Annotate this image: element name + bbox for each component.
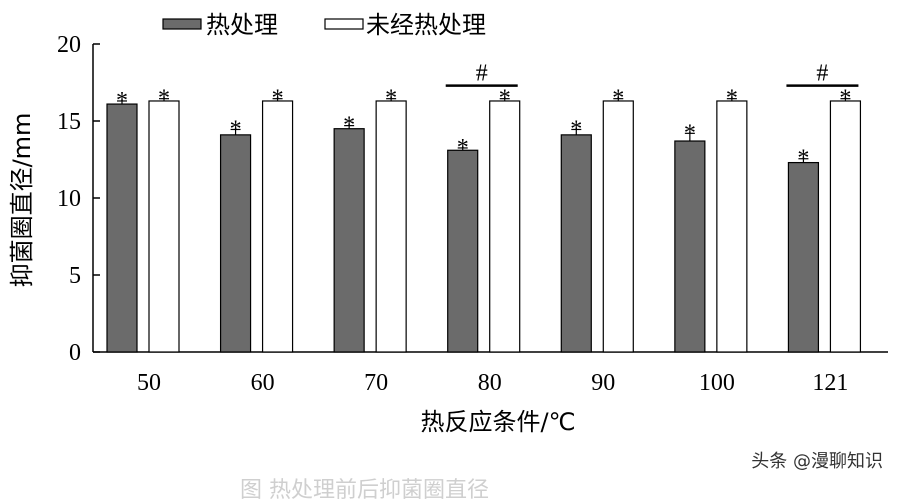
significance-star: * bbox=[499, 86, 511, 112]
y-tick-label: 10 bbox=[57, 186, 81, 212]
legend-swatch bbox=[162, 18, 202, 30]
bar bbox=[106, 103, 138, 353]
x-tick-label: 121 bbox=[812, 370, 848, 396]
significance-star: * bbox=[272, 86, 284, 112]
significance-star: * bbox=[797, 146, 809, 172]
x-tick-label: 90 bbox=[591, 370, 615, 396]
x-axis-title: 热反应条件/℃ bbox=[420, 408, 575, 436]
bar bbox=[560, 134, 592, 353]
bar bbox=[219, 134, 252, 353]
significance-star: * bbox=[343, 113, 355, 139]
bar bbox=[447, 149, 479, 353]
significance-star: * bbox=[385, 86, 397, 112]
bar bbox=[787, 161, 820, 353]
legend: 热处理 未经热处理 bbox=[162, 11, 486, 39]
significance-star: * bbox=[612, 86, 624, 112]
significance-star: * bbox=[158, 86, 170, 112]
significance-star: * bbox=[726, 86, 738, 112]
x-tick-label: 50 bbox=[137, 370, 161, 396]
significance-star: * bbox=[839, 86, 851, 112]
x-tick-label: 70 bbox=[364, 370, 388, 396]
significance-hash: # bbox=[816, 61, 828, 87]
bar bbox=[375, 100, 407, 353]
significance-marks: * * * * * * * * # * * * * * * # bbox=[116, 61, 859, 172]
bar bbox=[261, 100, 294, 353]
watermark: 头条 @漫聊知识 bbox=[751, 451, 883, 472]
significance-star: * bbox=[230, 116, 242, 142]
x-tick-label: 100 bbox=[699, 370, 735, 396]
bar bbox=[716, 100, 748, 353]
y-tick-label: 20 bbox=[57, 32, 81, 58]
significance-star: * bbox=[116, 88, 128, 114]
legend-label: 未经热处理 bbox=[366, 11, 486, 39]
axes: 0 5 10 15 20 50 60 70 80 90 100 121 bbox=[57, 32, 888, 396]
significance-star: * bbox=[570, 116, 582, 142]
figure-caption: 图 热处理前后抑菌圈直径 bbox=[240, 478, 489, 503]
bar bbox=[829, 100, 862, 353]
y-tick-label: 0 bbox=[69, 340, 81, 366]
legend-swatch bbox=[324, 18, 364, 30]
significance-hash: # bbox=[476, 61, 488, 87]
bar bbox=[489, 100, 521, 353]
significance-star: * bbox=[457, 135, 469, 161]
bars bbox=[106, 98, 862, 353]
y-tick-label: 5 bbox=[69, 263, 81, 289]
x-tick-label: 80 bbox=[478, 370, 502, 396]
bar bbox=[602, 100, 634, 353]
y-tick-label: 15 bbox=[57, 109, 81, 135]
x-tick-label: 60 bbox=[251, 370, 275, 396]
bar bbox=[674, 140, 706, 353]
bar bbox=[333, 128, 365, 353]
y-axis-title: 抑菌圈直径/mm bbox=[8, 113, 36, 288]
bar bbox=[148, 100, 180, 353]
significance-star: * bbox=[684, 120, 696, 146]
legend-label: 热处理 bbox=[206, 11, 278, 39]
